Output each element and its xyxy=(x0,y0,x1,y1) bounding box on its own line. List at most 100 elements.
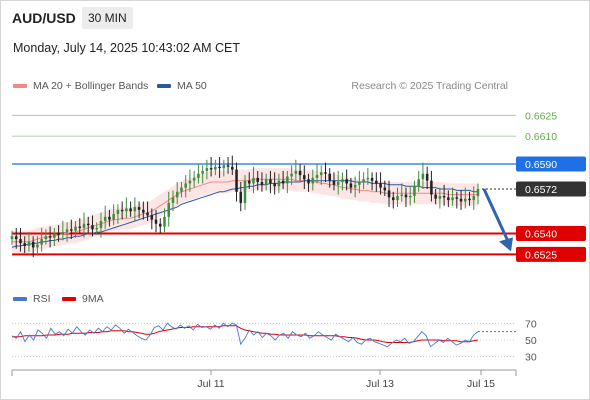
price-labels-layer: 0.6625 0.6610 0.6590 0.6572 0.6540 0.6525 xyxy=(516,110,586,262)
candle-body-74 xyxy=(324,172,327,174)
candle-body-7 xyxy=(40,239,43,245)
candle-body-6 xyxy=(36,244,39,248)
candle-body-62 xyxy=(273,183,276,187)
candle-body-70 xyxy=(307,179,310,184)
candle-body-13 xyxy=(65,229,69,233)
support-label-0.6540: 0.6540 xyxy=(525,229,557,241)
candle-body-63 xyxy=(277,180,281,187)
resistance-label-0.6590: 0.6590 xyxy=(525,159,557,171)
support-label-0.6525: 0.6525 xyxy=(525,249,557,261)
candle-body-22 xyxy=(103,216,107,221)
candle-body-61 xyxy=(269,179,272,184)
rsi-panel: 70 50 30 xyxy=(11,318,537,364)
time-axis: Jul 11 Jul 13 Jul 15 xyxy=(11,369,517,390)
target-label-0.6625: 0.6625 xyxy=(525,110,557,122)
candle-body-50 xyxy=(222,165,226,169)
candle-body-107 xyxy=(464,198,467,202)
candle-body-80 xyxy=(349,183,353,188)
forecast-arrow-shaft xyxy=(482,188,511,244)
candle-body-106 xyxy=(459,198,463,202)
candle-body-25 xyxy=(116,209,120,215)
candle-body-38 xyxy=(171,197,175,203)
candle-body-96 xyxy=(417,179,420,187)
candle-body-20 xyxy=(95,227,98,230)
candle-body-11 xyxy=(57,233,60,235)
legend-ma50: MA 50 xyxy=(157,80,207,92)
candle-body-34 xyxy=(154,219,158,224)
candle-body-0 xyxy=(10,236,14,240)
candle-body-4 xyxy=(27,241,31,247)
candle-body-42 xyxy=(188,180,192,184)
legend-ma20-label: MA 20 + Bollinger Bands xyxy=(33,80,149,92)
legend-rsi-label: RSI xyxy=(33,293,51,305)
candle-body-37 xyxy=(167,202,171,217)
bollinger-band-layer xyxy=(12,168,478,253)
candle-body-66 xyxy=(290,173,293,177)
candle-body-108 xyxy=(468,198,471,201)
candle-body-56 xyxy=(247,180,251,184)
last-price-box xyxy=(516,181,586,197)
candle-body-54 xyxy=(239,191,243,203)
legend-rsi: RSI xyxy=(13,293,51,305)
forecast-arrow-head xyxy=(499,237,513,252)
candle-body-31 xyxy=(142,209,145,213)
ma50-swatch xyxy=(157,84,171,88)
candle-body-49 xyxy=(218,166,221,169)
rsi-level-label-50: 50 xyxy=(525,335,537,347)
candle-body-18 xyxy=(86,223,90,226)
candle-body-23 xyxy=(108,216,111,220)
rsi-line xyxy=(11,322,479,348)
time-label-1: Jul 13 xyxy=(366,378,394,390)
resistance-box-0.6590 xyxy=(516,156,586,172)
candle-body-83 xyxy=(362,179,365,183)
candle-body-28 xyxy=(129,208,132,212)
credit-text: Research © 2025 Trading Central xyxy=(351,80,508,92)
candle-body-104 xyxy=(451,197,454,201)
candle-body-64 xyxy=(281,180,285,184)
symbol-title: AUD/USD xyxy=(12,10,76,26)
candle-body-12 xyxy=(61,232,65,235)
candle-body-47 xyxy=(209,168,213,170)
rsi-level-label-70: 70 xyxy=(525,318,537,330)
candle-body-72 xyxy=(315,175,319,178)
target-label-0.6610: 0.6610 xyxy=(525,131,557,143)
candle-body-60 xyxy=(264,179,268,185)
candle-body-15 xyxy=(74,226,77,231)
candle-body-46 xyxy=(205,168,209,171)
candle-body-75 xyxy=(328,173,331,181)
support-box-0.6540 xyxy=(516,226,586,241)
candle-body-77 xyxy=(336,182,340,185)
candle-body-73 xyxy=(319,172,323,176)
candle-body-101 xyxy=(438,195,442,199)
candle-body-92 xyxy=(400,194,404,196)
candle-body-78 xyxy=(341,179,344,183)
candle-body-55 xyxy=(243,180,247,203)
candle-body-32 xyxy=(146,212,149,216)
candle-body-9 xyxy=(48,236,52,238)
candle-body-41 xyxy=(184,183,187,188)
candle-body-65 xyxy=(286,176,289,184)
candle-body-30 xyxy=(137,207,141,210)
candle-body-102 xyxy=(442,195,446,198)
candles-layer xyxy=(10,155,480,258)
candle-body-103 xyxy=(447,197,450,201)
candle-body-3 xyxy=(23,243,26,247)
candle-body-95 xyxy=(413,186,416,196)
candle-body-39 xyxy=(175,191,179,198)
candle-body-79 xyxy=(345,179,348,184)
timestamp: Monday, July 14, 2025 10:43:02 AM CET xyxy=(13,41,240,55)
candle-body-57 xyxy=(252,177,255,184)
candle-body-14 xyxy=(70,229,73,231)
candle-body-68 xyxy=(298,170,302,176)
candle-body-17 xyxy=(82,223,86,228)
candle-body-19 xyxy=(91,225,94,230)
candle-body-8 xyxy=(44,236,48,240)
candle-body-86 xyxy=(375,180,378,184)
candle-body-59 xyxy=(260,182,264,185)
candle-body-24 xyxy=(112,214,115,220)
candle-body-44 xyxy=(197,173,200,178)
candle-body-88 xyxy=(383,187,387,191)
timeframe-badge[interactable]: 30 MIN xyxy=(82,7,133,29)
rsi-level-label-30: 30 xyxy=(525,352,537,364)
